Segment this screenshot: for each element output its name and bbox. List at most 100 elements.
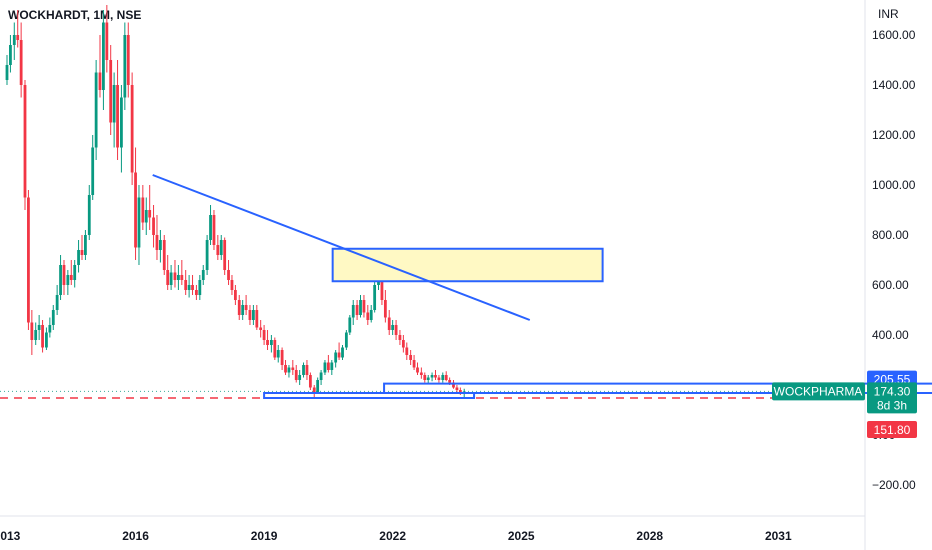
candle xyxy=(37,315,41,340)
candle-body xyxy=(69,275,73,280)
candle xyxy=(198,275,202,300)
candle-body xyxy=(391,325,395,330)
candle xyxy=(77,240,80,273)
candle xyxy=(41,320,44,353)
candle-body xyxy=(162,240,166,270)
candle xyxy=(351,300,355,325)
candle-body xyxy=(184,280,188,290)
candle xyxy=(62,260,66,295)
candle xyxy=(5,55,9,85)
candle xyxy=(294,365,298,383)
candle-body xyxy=(348,317,352,333)
candle xyxy=(330,360,334,375)
candle xyxy=(216,235,220,260)
candle-body xyxy=(109,60,113,123)
candle xyxy=(230,275,234,295)
candle-body xyxy=(287,367,291,373)
candle-body xyxy=(398,335,402,340)
candle xyxy=(401,335,405,353)
candle xyxy=(251,305,255,325)
current-price-label-bg xyxy=(867,382,917,414)
candle-body xyxy=(305,365,309,375)
candle xyxy=(184,270,188,295)
x-tick-label: 2022 xyxy=(379,529,406,543)
y-tick-label: 600.00 xyxy=(872,278,909,292)
candle-body xyxy=(126,35,130,85)
candle-body xyxy=(159,240,162,250)
candle xyxy=(269,335,273,353)
candle-body xyxy=(244,305,248,310)
candle xyxy=(94,60,98,160)
candle xyxy=(298,370,302,385)
candle xyxy=(437,375,441,383)
x-tick-label: 2025 xyxy=(508,529,535,543)
candle xyxy=(387,310,391,335)
candle-body xyxy=(233,290,237,300)
candle-body xyxy=(59,265,62,295)
candle xyxy=(241,300,245,320)
x-tick-label: 2028 xyxy=(636,529,663,543)
currency-label: INR xyxy=(878,7,899,21)
candle xyxy=(84,230,87,260)
candle xyxy=(166,255,170,290)
current-price-label-text: 174.30 xyxy=(874,384,911,398)
candle-body xyxy=(452,382,455,388)
drawings[interactable] xyxy=(0,174,932,399)
candle-body xyxy=(344,332,348,348)
candle-body xyxy=(330,362,334,370)
candle xyxy=(426,375,430,384)
candle xyxy=(120,85,123,173)
candle-body xyxy=(155,235,159,250)
candle xyxy=(233,285,237,305)
candle xyxy=(244,295,248,315)
candle-body xyxy=(73,265,77,280)
candle xyxy=(19,22,23,98)
candle xyxy=(255,305,259,330)
candle-body xyxy=(458,390,462,394)
candle-body xyxy=(337,352,341,358)
candle-body xyxy=(30,322,34,340)
candle-body xyxy=(259,327,263,330)
candle xyxy=(373,280,377,313)
x-tick-label: 2031 xyxy=(765,529,792,543)
candle-body xyxy=(112,85,116,123)
candle-body xyxy=(98,72,102,90)
candle xyxy=(27,190,30,330)
y-tick-label: 1400.00 xyxy=(872,78,916,92)
lower-price-label-text: 151.80 xyxy=(874,423,911,437)
candle-body xyxy=(255,310,259,328)
supply-zone-rect xyxy=(331,247,604,283)
candle xyxy=(201,265,205,285)
candle xyxy=(412,355,416,370)
y-tick-label: 400.00 xyxy=(872,328,909,342)
candle xyxy=(409,350,413,365)
candle-body xyxy=(177,275,180,280)
candle xyxy=(187,275,191,298)
candle xyxy=(405,342,409,360)
candle-body xyxy=(191,285,194,290)
candle-body xyxy=(412,360,416,368)
candle xyxy=(383,290,387,323)
x-tick-label: 2013 xyxy=(0,529,21,543)
candle xyxy=(266,330,269,350)
candle xyxy=(16,10,20,48)
candle xyxy=(180,260,184,285)
candle xyxy=(194,285,198,300)
candle xyxy=(344,330,348,350)
candle xyxy=(237,295,241,320)
candle-body xyxy=(41,325,44,348)
candle xyxy=(248,305,252,325)
candle xyxy=(259,320,263,338)
candle-body xyxy=(430,375,434,378)
candle-body xyxy=(448,380,452,383)
candle xyxy=(144,197,148,235)
candle-body xyxy=(302,365,305,375)
candle-body xyxy=(55,295,59,310)
candle-body xyxy=(62,265,66,285)
candle xyxy=(455,385,459,393)
candle-body xyxy=(216,245,220,255)
candle xyxy=(227,260,230,285)
candles xyxy=(5,5,466,398)
